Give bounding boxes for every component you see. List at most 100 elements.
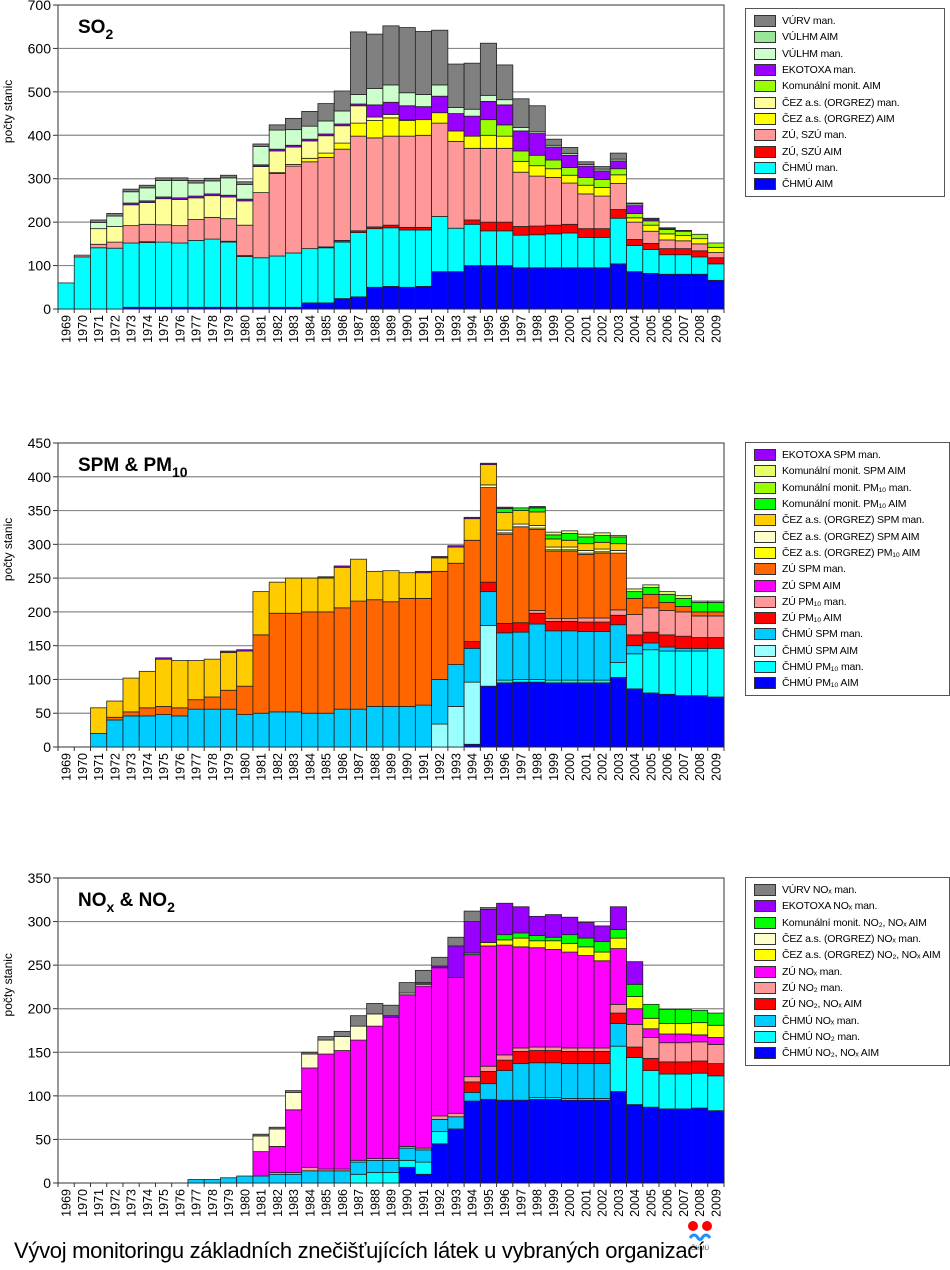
bar-segment bbox=[674, 647, 692, 652]
bar-segment bbox=[479, 908, 497, 943]
logo-wave bbox=[688, 1233, 712, 1241]
legend-swatch bbox=[754, 916, 776, 929]
bar-segment bbox=[301, 248, 319, 304]
bar-segment bbox=[366, 1159, 384, 1173]
bar-segment bbox=[528, 947, 546, 1048]
bar-segment bbox=[658, 650, 676, 695]
bar-segment bbox=[544, 1046, 562, 1051]
bar-segment bbox=[431, 84, 449, 97]
bar-segment bbox=[674, 1023, 692, 1035]
bar-segment bbox=[674, 606, 692, 613]
bar-segment bbox=[138, 202, 156, 225]
x-tick-label: 1993 bbox=[449, 1189, 463, 1217]
bar-segment bbox=[593, 951, 611, 962]
bar-segment bbox=[642, 1017, 660, 1030]
bar-segment bbox=[252, 257, 270, 308]
bar-segment bbox=[398, 994, 416, 1147]
bar-segment bbox=[382, 1004, 400, 1017]
y-axis-label: počty stanic bbox=[1, 953, 15, 1016]
x-tick-label: 1986 bbox=[336, 315, 350, 343]
bar-segment bbox=[496, 944, 514, 1056]
bar-segment bbox=[366, 1003, 384, 1015]
bar-segment bbox=[220, 218, 238, 242]
bar-segment bbox=[333, 241, 351, 299]
bar-segment bbox=[561, 618, 579, 622]
bar-segment bbox=[674, 1073, 692, 1110]
bar-segment bbox=[561, 682, 579, 748]
bar-segment bbox=[333, 708, 351, 748]
x-tick-label: 1969 bbox=[60, 315, 74, 343]
bar-segment bbox=[479, 1065, 497, 1072]
legend-swatch bbox=[754, 563, 776, 576]
bar-segment bbox=[268, 173, 286, 257]
bar-segment bbox=[528, 154, 546, 167]
y-tick-label: 300 bbox=[28, 914, 52, 930]
bar-segment bbox=[268, 124, 286, 131]
bar-segment bbox=[333, 142, 351, 150]
legend-item: ČHMÚ SPM man. bbox=[754, 626, 943, 642]
bar-segment bbox=[447, 545, 465, 548]
bar-segment bbox=[609, 1023, 627, 1047]
bar-segment bbox=[333, 148, 351, 241]
bar-segment bbox=[349, 558, 368, 602]
bar-segment bbox=[317, 576, 335, 579]
bar-segment bbox=[463, 518, 481, 541]
bar-segment bbox=[106, 213, 124, 217]
x-tick-label: 1985 bbox=[320, 753, 334, 781]
bar-segment bbox=[609, 906, 627, 930]
bar-segment bbox=[577, 267, 595, 310]
bar-segment bbox=[106, 700, 124, 718]
x-tick-label: 1979 bbox=[222, 315, 236, 343]
bar-segment bbox=[496, 902, 514, 936]
bar-segment bbox=[447, 63, 465, 108]
x-tick-label: 1975 bbox=[157, 753, 171, 781]
bar-segment bbox=[593, 941, 611, 953]
bar-segment bbox=[220, 196, 238, 220]
bar-segment bbox=[707, 263, 725, 281]
bar-segment bbox=[512, 946, 530, 1049]
bar-segment bbox=[642, 1070, 660, 1108]
bar-segment bbox=[658, 227, 676, 230]
footer-title: Vývoj monitoringu základních znečišťujíc… bbox=[14, 1238, 704, 1263]
bar-segment bbox=[544, 138, 562, 146]
bar-segment bbox=[463, 516, 481, 520]
x-tick-label: 1988 bbox=[368, 315, 382, 343]
legend-swatch bbox=[754, 498, 776, 511]
legend-item: ZÚ NO₂, NOₓ AIM bbox=[754, 996, 943, 1012]
bar-segment bbox=[528, 105, 546, 133]
bar-segment bbox=[674, 597, 692, 607]
legend-swatch bbox=[754, 64, 776, 77]
bar-segment bbox=[366, 120, 384, 139]
bar-segment bbox=[333, 1036, 351, 1051]
bar-segment bbox=[658, 1033, 676, 1044]
bar-segment bbox=[220, 174, 238, 179]
bar-segment bbox=[447, 1116, 465, 1130]
bar-segment bbox=[252, 1135, 270, 1153]
bar-segment bbox=[382, 101, 400, 115]
bar-segment bbox=[349, 600, 368, 710]
bar-segment bbox=[512, 906, 530, 934]
legend-item: ČHMÚ man. bbox=[754, 160, 938, 176]
bar-segment bbox=[496, 682, 514, 748]
bar-segment bbox=[463, 219, 481, 225]
bar-segment bbox=[609, 1012, 627, 1024]
x-tick-label: 1973 bbox=[125, 1189, 139, 1217]
bar-segment bbox=[691, 650, 709, 697]
bar-segment bbox=[268, 1128, 286, 1147]
bar-segment bbox=[528, 940, 546, 949]
bar-segment bbox=[171, 177, 189, 181]
bar-segment bbox=[626, 983, 644, 997]
legend-label: ZÚ NOₓ man. bbox=[782, 965, 843, 978]
bar-segment bbox=[138, 707, 156, 717]
bar-segment bbox=[626, 1046, 644, 1058]
x-tick-label: 1997 bbox=[514, 1189, 528, 1217]
bar-segment bbox=[691, 1072, 709, 1109]
y-tick-label: 200 bbox=[28, 1001, 52, 1017]
bar-segment bbox=[707, 246, 725, 253]
legend-label: ZÚ NO₂ man. bbox=[782, 981, 843, 994]
x-tick-label: 1997 bbox=[514, 315, 528, 343]
bar-segment bbox=[674, 1009, 692, 1024]
bar-segment bbox=[561, 1063, 579, 1099]
bar-segment bbox=[203, 238, 221, 308]
bar-segment bbox=[187, 239, 205, 308]
